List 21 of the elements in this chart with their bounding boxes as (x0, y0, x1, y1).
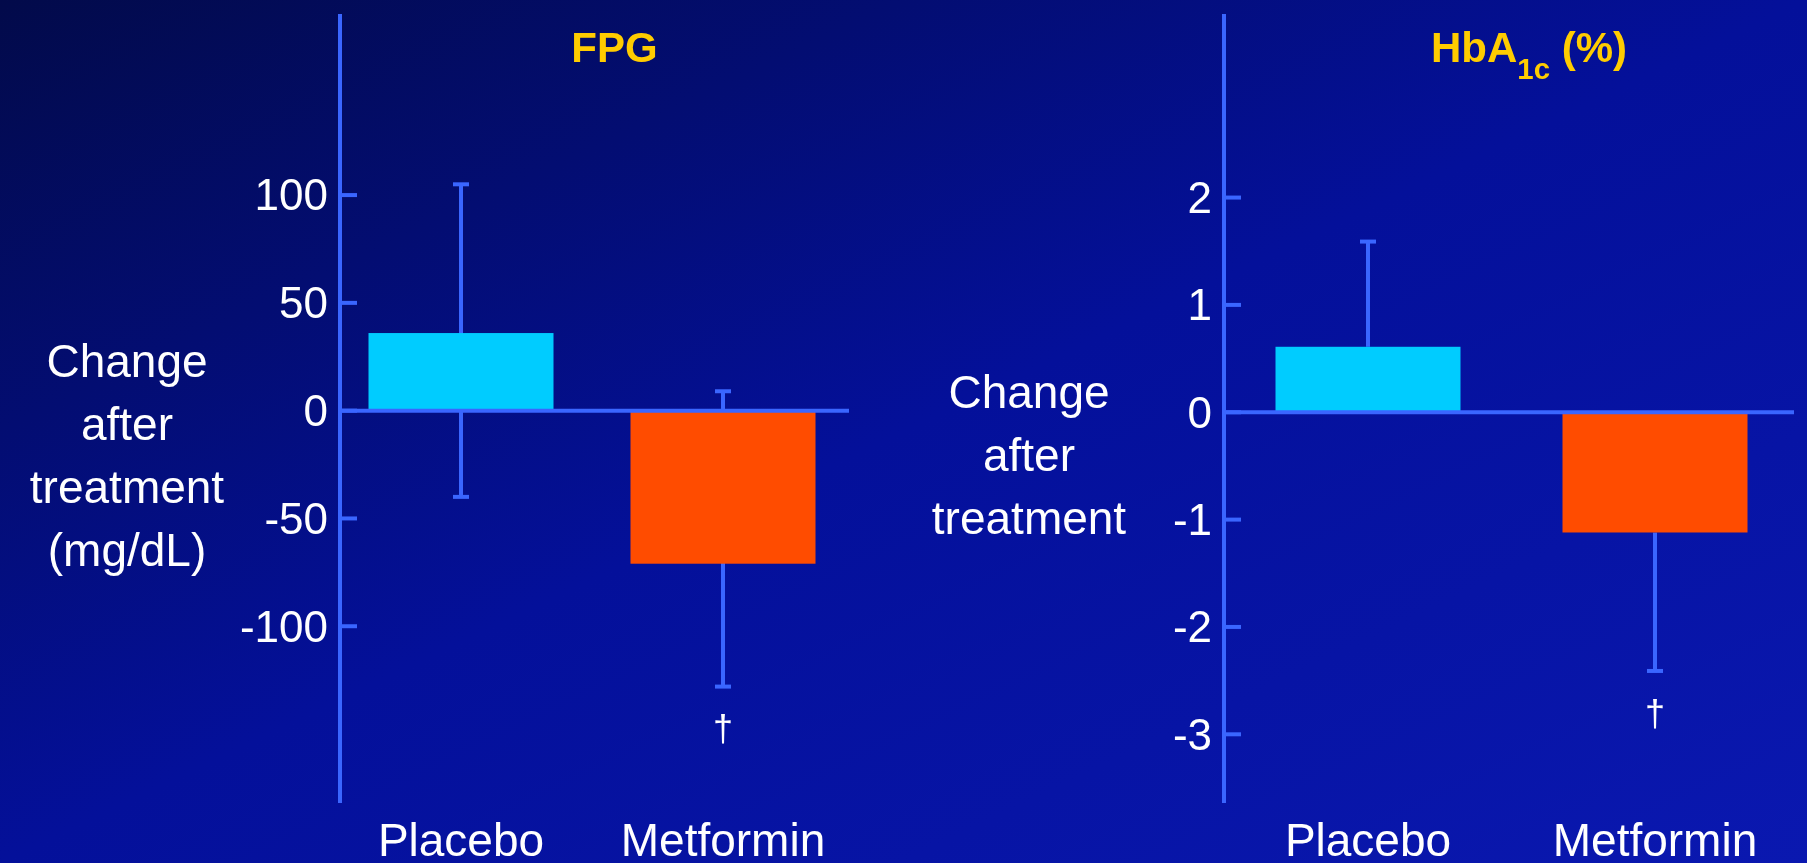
chart-title: FPG (571, 24, 658, 71)
y-axis-title: Change after treatment (mg/dL) (29, 334, 225, 576)
y-tick-label: -100 (239, 601, 328, 651)
annotation: † (712, 708, 734, 750)
y-tick-label: -1 (1172, 495, 1212, 544)
y-tick-label: 2 (1187, 172, 1212, 222)
x-tick-label: Placebo (377, 814, 545, 863)
x-tick-label: Placebo (1284, 814, 1452, 863)
y-tick-label: 50 (279, 278, 328, 328)
y-tick-label: 0 (1187, 387, 1212, 437)
x-tick-label: Metformin (1552, 814, 1758, 863)
y-axis-title: Change after treatment (931, 366, 1127, 545)
y-tick-label: 1 (1187, 280, 1212, 330)
y-tick-label: -50 (264, 493, 328, 543)
annotation: † (1644, 692, 1666, 734)
y-tick-label: -2 (1172, 602, 1212, 652)
y-tick-label: 0 (303, 386, 328, 436)
chart-title: HbA$_{1c}$ (%) (1430, 24, 1628, 85)
x-tick-label: Metformin (620, 814, 826, 863)
y-tick-label: -3 (1172, 709, 1212, 759)
y-tick-label: 100 (254, 170, 328, 220)
